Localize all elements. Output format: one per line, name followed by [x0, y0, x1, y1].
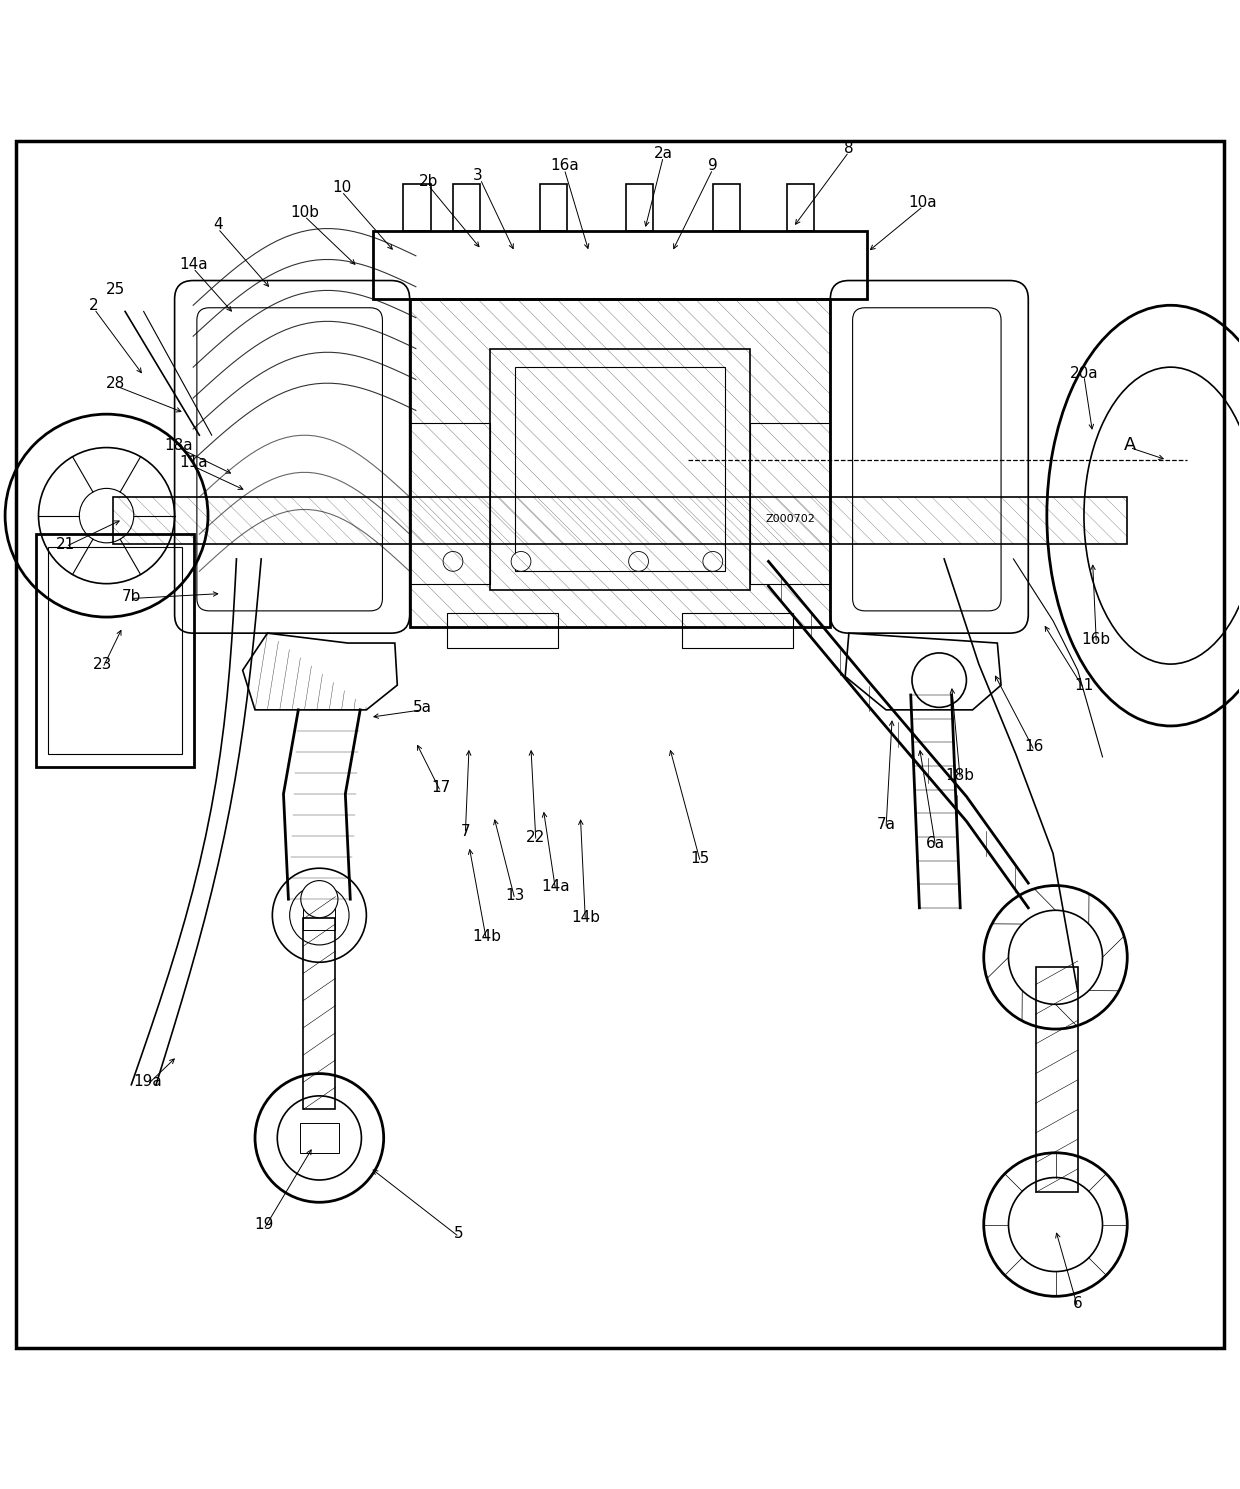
Text: 6: 6 [1073, 1297, 1083, 1312]
Bar [1035, 968, 1078, 1193]
Text: 21: 21 [56, 536, 76, 551]
Text: Z000702: Z000702 [766, 514, 816, 524]
Text: 11: 11 [1074, 677, 1094, 692]
Text: 19: 19 [254, 1217, 273, 1231]
Bar [446, 613, 558, 648]
Text: 5a: 5a [413, 700, 432, 715]
Circle shape [443, 551, 463, 572]
Text: 25: 25 [105, 281, 125, 296]
Circle shape [301, 880, 339, 917]
Bar [36, 535, 195, 767]
Bar [304, 917, 336, 1109]
Text: 18b: 18b [946, 768, 975, 783]
Bar [682, 613, 794, 648]
Bar [750, 423, 831, 584]
Text: 6a: 6a [926, 835, 945, 852]
Circle shape [629, 551, 649, 572]
Text: 7: 7 [460, 823, 470, 838]
Text: 9: 9 [708, 158, 718, 173]
Bar [48, 546, 182, 755]
Text: 8: 8 [844, 140, 853, 156]
Text: 15: 15 [691, 850, 711, 865]
Text: A: A [1123, 436, 1136, 454]
Bar [713, 185, 740, 231]
Bar [403, 185, 430, 231]
Text: 2b: 2b [419, 174, 438, 189]
Bar [626, 185, 653, 231]
Text: 16: 16 [1024, 740, 1044, 755]
Bar [304, 902, 336, 931]
Text: 14a: 14a [542, 880, 570, 895]
Text: 14b: 14b [570, 910, 600, 925]
Text: 19a: 19a [133, 1074, 161, 1088]
Text: 3: 3 [472, 168, 482, 183]
Text: 7b: 7b [122, 588, 141, 603]
Text: 16a: 16a [551, 158, 579, 173]
Text: 11a: 11a [179, 456, 207, 471]
Circle shape [703, 551, 723, 572]
Text: 17: 17 [432, 780, 450, 795]
Bar [372, 231, 868, 299]
Text: 10: 10 [332, 180, 351, 195]
Text: 23: 23 [93, 657, 113, 672]
Text: 28: 28 [105, 375, 125, 390]
Bar [113, 497, 1127, 543]
Text: 14b: 14b [472, 929, 501, 944]
Bar [409, 423, 490, 584]
Bar [539, 185, 567, 231]
Circle shape [511, 551, 531, 572]
Text: 22: 22 [526, 829, 546, 844]
Bar [409, 299, 831, 627]
Text: 13: 13 [505, 887, 525, 902]
Text: 2a: 2a [653, 146, 673, 161]
Bar [787, 185, 815, 231]
Text: 7a: 7a [877, 817, 895, 832]
Text: 18a: 18a [164, 438, 192, 453]
Text: 10a: 10a [909, 195, 937, 210]
Text: 10b: 10b [290, 205, 319, 220]
Text: 16b: 16b [1081, 631, 1111, 646]
Bar [490, 348, 750, 590]
Text: 20a: 20a [1070, 366, 1099, 381]
Text: 2: 2 [89, 298, 99, 313]
Bar [300, 1123, 340, 1152]
Text: 14a: 14a [179, 258, 207, 272]
Text: 5: 5 [454, 1225, 464, 1240]
Text: 4: 4 [213, 217, 223, 232]
Bar [515, 368, 725, 572]
Bar [453, 185, 480, 231]
